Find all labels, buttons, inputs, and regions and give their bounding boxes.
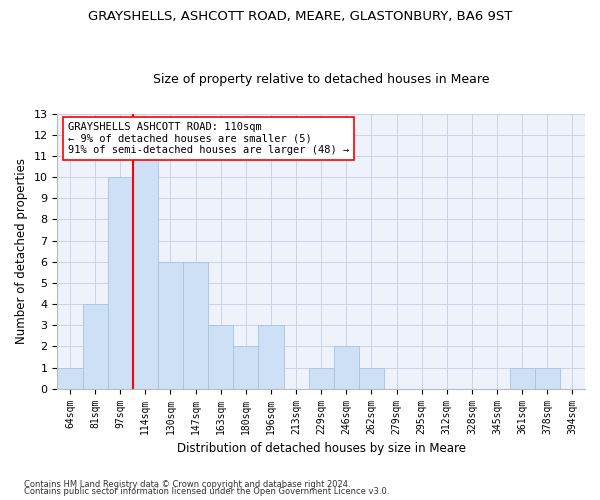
Bar: [183, 262, 208, 388]
X-axis label: Distribution of detached houses by size in Meare: Distribution of detached houses by size …: [177, 442, 466, 455]
Bar: [509, 368, 535, 388]
Bar: [359, 368, 384, 388]
Bar: [535, 368, 560, 388]
Title: Size of property relative to detached houses in Meare: Size of property relative to detached ho…: [153, 73, 490, 86]
Bar: [259, 325, 284, 388]
Bar: [334, 346, 359, 389]
Text: Contains HM Land Registry data © Crown copyright and database right 2024.: Contains HM Land Registry data © Crown c…: [24, 480, 350, 489]
Bar: [107, 177, 133, 388]
Bar: [233, 346, 259, 389]
Bar: [208, 325, 233, 388]
Text: Contains public sector information licensed under the Open Government Licence v3: Contains public sector information licen…: [24, 487, 389, 496]
Bar: [58, 368, 83, 388]
Text: GRAYSHELLS, ASHCOTT ROAD, MEARE, GLASTONBURY, BA6 9ST: GRAYSHELLS, ASHCOTT ROAD, MEARE, GLASTON…: [88, 10, 512, 23]
Y-axis label: Number of detached properties: Number of detached properties: [15, 158, 28, 344]
Bar: [158, 262, 183, 388]
Bar: [133, 156, 158, 388]
Text: GRAYSHELLS ASHCOTT ROAD: 110sqm
← 9% of detached houses are smaller (5)
91% of s: GRAYSHELLS ASHCOTT ROAD: 110sqm ← 9% of …: [68, 122, 349, 155]
Bar: [83, 304, 107, 388]
Bar: [308, 368, 334, 388]
